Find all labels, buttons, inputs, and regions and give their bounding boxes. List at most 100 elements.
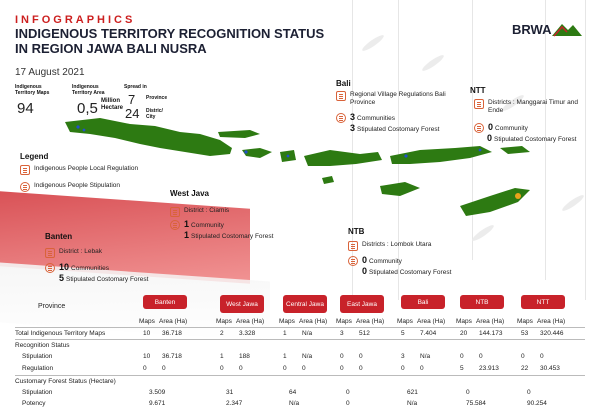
madura-island (218, 130, 260, 138)
logo-text: BRWA (512, 22, 552, 37)
banten-communities-count: 10 (59, 262, 70, 272)
area-cell: N/a (302, 330, 313, 337)
maps-cell: 10 (143, 353, 151, 360)
regulation-icon (474, 99, 484, 109)
ntt-district-label: Districts : Manggarai Timur and Ende (488, 99, 578, 114)
stipulation-icon (336, 113, 346, 123)
divider (15, 375, 585, 376)
bamboo-decoration (398, 0, 399, 300)
area-cell: 23.913 (479, 365, 499, 372)
forest-stipulation-label: Stipulation (22, 389, 53, 396)
province-header-bali: Bali (401, 295, 445, 309)
bamboo-decoration (352, 0, 353, 300)
area-cell: 7.404 (420, 330, 437, 337)
maps-cell: 5 (460, 365, 464, 372)
ntb-title: NTB (348, 227, 365, 236)
area-column-header: Area (Ha) (299, 318, 328, 325)
small-island (322, 176, 334, 184)
maps-cell: 0 (220, 365, 224, 372)
banten-forest-count: 5 (59, 273, 65, 283)
ntt-communities-count: 0 (488, 122, 494, 132)
area-cell: N/a (420, 353, 431, 360)
legend-stipulation-label: Indigenous People Stipulation (34, 182, 121, 189)
area-cell: 0 (420, 365, 424, 372)
area-column-header: Area (Ha) (236, 318, 265, 325)
regulation-icon (20, 165, 30, 175)
area-cell: 0 (302, 365, 306, 372)
maps-column-header: Maps (139, 318, 155, 325)
maps-cell: 1 (283, 353, 287, 360)
province-header: Province (38, 303, 66, 310)
ntt-forest-label: Stipulated Costomary Forest (494, 136, 577, 143)
bali-island (242, 148, 272, 158)
leaf-decoration (420, 53, 446, 73)
area-cell: 0 (239, 365, 243, 372)
divider (15, 327, 585, 328)
banten-forest-label: Stipulated Costomary Forest (66, 276, 149, 283)
district-value: 24 (125, 106, 140, 121)
maps-column-header: Maps (517, 318, 533, 325)
area-cell: 30.453 (540, 365, 560, 372)
divider (15, 339, 585, 340)
infographics-label: INFOGRAPHICS (15, 14, 136, 26)
hectare-cell: 31 (226, 389, 234, 396)
bali-forest-row: 3 Stipulated Costomary Forest (350, 124, 439, 134)
area-label: Indigenous Territory Area (72, 84, 105, 96)
province-header-east-jawa: East Jawa (340, 295, 384, 313)
west-java-district-row: District : Ciamis (170, 207, 229, 217)
ntb-forest-label: Stipulated Costomary Forest (369, 269, 452, 276)
ntb-communities-label: Community (369, 258, 402, 265)
banten-district-row: District : Lebak (45, 248, 102, 258)
stipulation-icon (170, 220, 180, 230)
maps-cell: 0 (401, 365, 405, 372)
maps-cell: 1 (220, 353, 224, 360)
maps-column-header: Maps (456, 318, 472, 325)
forest-status-label: Customary Forest Status (Hectare) (15, 378, 116, 385)
hectare-cell: 64 (289, 389, 297, 396)
maps-column-header: Maps (279, 318, 295, 325)
west-java-communities-count: 1 (184, 219, 190, 229)
province-header-ntt: NTT (521, 295, 565, 309)
maps-cell: 5 (401, 330, 405, 337)
maps-cell: 0 (521, 353, 525, 360)
maps-value: 94 (17, 100, 34, 117)
province-header-ntb: NTB (460, 295, 504, 309)
regulation-icon (45, 248, 55, 258)
hectare-cell: 0 (527, 389, 531, 396)
java-island (65, 118, 232, 156)
recognition-label: Recognition Status (15, 342, 70, 349)
page-title: INDIGENOUS TERRITORY RECOGNITION STATUS … (15, 26, 375, 56)
hectare-cell: 0 (346, 389, 350, 396)
province-label: Province (146, 95, 168, 101)
maps-cell: 53 (521, 330, 529, 337)
timor-island (460, 188, 530, 216)
area-cell: N/a (302, 353, 313, 360)
ntb-communities-row: 0 Community (348, 256, 402, 266)
area-cell: 512 (359, 330, 370, 337)
hectare-cell: 0 (466, 389, 470, 396)
area-column-header: Area (Ha) (159, 318, 188, 325)
alor-island (500, 146, 530, 154)
stipulation-icon (474, 123, 484, 133)
bali-title: Bali (336, 79, 351, 88)
regulation-label: Regulation (22, 365, 54, 372)
ntt-forest-row: 0 Stipulated Costomary Forest (487, 134, 576, 144)
banten-district-label: District : Lebak (59, 248, 102, 255)
area-column-header: Area (Ha) (356, 318, 385, 325)
maps-cell: 0 (340, 353, 344, 360)
stipulation-icon (45, 263, 55, 273)
regulation-icon (348, 241, 358, 251)
recognition-table: Province Banten West Jawa Central Jawa East… (0, 292, 600, 415)
west-java-title: West Java (170, 189, 209, 198)
stipulation-label: Stipulation (22, 353, 53, 360)
bamboo-decoration (545, 0, 546, 280)
legend-item-stipulation: Indigenous People Stipulation (20, 182, 190, 192)
west-java-communities-label: Community (191, 222, 224, 229)
banten-communities-label: Communities (71, 265, 109, 272)
brwa-logo: BRWA (512, 20, 582, 42)
area-cell: 0 (359, 365, 363, 372)
maps-cell: 10 (143, 330, 151, 337)
legend-title: Legend (20, 152, 49, 161)
mountain-icon (552, 24, 582, 37)
west-java-forest-label: Stipulated Costomary Forest (191, 233, 274, 240)
